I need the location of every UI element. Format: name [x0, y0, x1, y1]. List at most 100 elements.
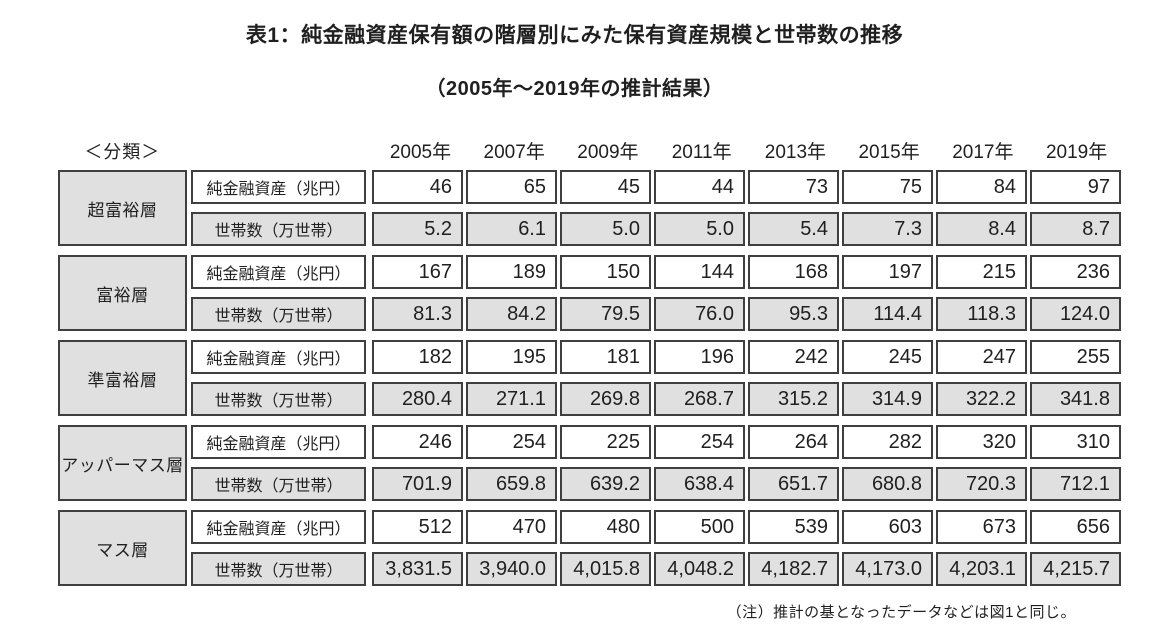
household-value-cell: 659.8 [466, 467, 557, 501]
household-value-cell: 76.0 [654, 297, 745, 331]
asset-value-cell: 282 [842, 425, 933, 459]
household-value-cell: 4,173.0 [842, 552, 933, 586]
asset-row: 純金融資産（兆円） 167 189 150 144 168 197 215 23… [191, 255, 1121, 289]
household-value-cell: 79.5 [560, 297, 651, 331]
household-row: 世帯数（万世帯） 3,831.5 3,940.0 4,015.8 4,048.2… [191, 552, 1121, 586]
household-value-cell: 4,215.7 [1030, 552, 1121, 586]
asset-value-cell: 197 [842, 255, 933, 289]
table-header-row: ＜分類＞ 2005年 2007年 2009年 2011年 2013年 2015年… [58, 138, 1122, 164]
household-value-cell: 4,182.7 [748, 552, 839, 586]
asset-value-cell: 84 [936, 170, 1027, 204]
tier-name-cell: 超富裕層 [58, 170, 187, 246]
asset-value-cell: 189 [466, 255, 557, 289]
household-row: 世帯数（万世帯） 81.3 84.2 79.5 76.0 95.3 114.4 … [191, 297, 1121, 331]
asset-value-cell: 46 [372, 170, 463, 204]
year-header-2017: 2017年 [952, 142, 1014, 163]
tier-name-cell: 富裕層 [58, 255, 187, 331]
asset-row-label: 純金融資産（兆円） [191, 340, 366, 374]
household-value-cell: 3,940.0 [466, 552, 557, 586]
household-row-label: 世帯数（万世帯） [191, 552, 366, 586]
household-value-cell: 84.2 [466, 297, 557, 331]
table-title: 表1：純金融資産保有額の階層別にみた保有資産規模と世帯数の推移 [245, 24, 904, 47]
asset-row: 純金融資産（兆円） 182 195 181 196 242 245 247 25… [191, 340, 1121, 374]
asset-row-label: 純金融資産（兆円） [191, 170, 366, 204]
asset-value-cell: 181 [560, 340, 651, 374]
household-value-cell: 5.4 [748, 212, 839, 246]
household-row: 世帯数（万世帯） 701.9 659.8 639.2 638.4 651.7 6… [191, 467, 1121, 501]
table-subtitle: （2005年〜2019年の推計結果） [425, 78, 724, 100]
household-value-cell: 81.3 [372, 297, 463, 331]
asset-value-cell: 144 [654, 255, 745, 289]
asset-value-cell: 195 [466, 340, 557, 374]
year-header-2015: 2015年 [858, 142, 920, 163]
asset-value-cell: 603 [842, 510, 933, 544]
asset-value-cell: 255 [1030, 340, 1121, 374]
asset-value-cell: 44 [654, 170, 745, 204]
household-value-cell: 268.7 [654, 382, 745, 416]
asset-value-cell: 75 [842, 170, 933, 204]
asset-value-cell: 264 [748, 425, 839, 459]
tier-rows: 純金融資産（兆円） 182 195 181 196 242 245 247 25… [191, 340, 1121, 416]
asset-value-cell: 167 [372, 255, 463, 289]
asset-value-cell: 196 [654, 340, 745, 374]
household-row-label: 世帯数（万世帯） [191, 467, 366, 501]
asset-value-cell: 225 [560, 425, 651, 459]
household-value-cell: 3,831.5 [372, 552, 463, 586]
household-value-cell: 7.3 [842, 212, 933, 246]
asset-row: 純金融資産（兆円） 46 65 45 44 73 75 84 97 [191, 170, 1121, 204]
tier-block-mass: マス層 純金融資産（兆円） 512 470 480 500 539 603 67… [58, 510, 1122, 586]
year-header-2011: 2011年 [671, 142, 732, 163]
year-header-2009: 2009年 [577, 142, 639, 163]
household-value-cell: 6.1 [466, 212, 557, 246]
year-header-2013: 2013年 [764, 142, 827, 163]
household-value-cell: 280.4 [372, 382, 463, 416]
asset-row: 純金融資産（兆円） 512 470 480 500 539 603 673 65… [191, 510, 1121, 544]
tier-block-semi-wealthy: 準富裕層 純金融資産（兆円） 182 195 181 196 242 245 2… [58, 340, 1122, 416]
year-header-2019: 2019年 [1045, 142, 1108, 163]
asset-value-cell: 45 [560, 170, 651, 204]
asset-value-cell: 470 [466, 510, 557, 544]
asset-value-cell: 168 [748, 255, 839, 289]
asset-value-cell: 236 [1030, 255, 1121, 289]
household-value-cell: 720.3 [936, 467, 1027, 501]
asset-value-cell: 246 [372, 425, 463, 459]
household-value-cell: 5.2 [372, 212, 463, 246]
asset-value-cell: 310 [1030, 425, 1121, 459]
tier-block-upper-mass: アッパーマス層 純金融資産（兆円） 246 254 225 254 264 28… [58, 425, 1122, 501]
asset-value-cell: 73 [748, 170, 839, 204]
household-row-label: 世帯数（万世帯） [191, 297, 366, 331]
household-value-cell: 5.0 [654, 212, 745, 246]
household-value-cell: 712.1 [1030, 467, 1121, 501]
asset-value-cell: 320 [936, 425, 1027, 459]
asset-value-cell: 97 [1030, 170, 1121, 204]
household-value-cell: 118.3 [936, 297, 1027, 331]
asset-value-cell: 254 [466, 425, 557, 459]
asset-value-cell: 65 [466, 170, 557, 204]
tier-rows: 純金融資産（兆円） 167 189 150 144 168 197 215 23… [191, 255, 1121, 331]
household-value-cell: 4,048.2 [654, 552, 745, 586]
household-row: 世帯数（万世帯） 5.2 6.1 5.0 5.0 5.4 7.3 8.4 8.7 [191, 212, 1121, 246]
tier-name-cell: 準富裕層 [58, 340, 187, 416]
category-header: ＜分類＞ [84, 142, 161, 162]
asset-value-cell: 215 [936, 255, 1027, 289]
household-value-cell: 680.8 [842, 467, 933, 501]
asset-value-cell: 182 [372, 340, 463, 374]
year-header-2007: 2007年 [483, 142, 545, 163]
data-table: ＜分類＞ 2005年 2007年 2009年 2011年 2013年 2015年… [58, 138, 1122, 586]
asset-row-label: 純金融資産（兆円） [191, 510, 366, 544]
household-row-label: 世帯数（万世帯） [191, 382, 366, 416]
footnote: （注）推計の基となったデータなどは図1と同じ。 [726, 604, 1076, 621]
household-value-cell: 322.2 [936, 382, 1027, 416]
household-value-cell: 271.1 [466, 382, 557, 416]
household-value-cell: 269.8 [560, 382, 651, 416]
tier-rows: 純金融資産（兆円） 46 65 45 44 73 75 84 97 世帯数（万世… [191, 170, 1121, 246]
household-value-cell: 8.7 [1030, 212, 1121, 246]
tier-rows: 純金融資産（兆円） 246 254 225 254 264 282 320 31… [191, 425, 1121, 501]
asset-row: 純金融資産（兆円） 246 254 225 254 264 282 320 31… [191, 425, 1121, 459]
asset-value-cell: 245 [842, 340, 933, 374]
household-row-label: 世帯数（万世帯） [191, 212, 366, 246]
asset-value-cell: 500 [654, 510, 745, 544]
tier-block-ultra-wealthy: 超富裕層 純金融資産（兆円） 46 65 45 44 73 75 84 97 世… [58, 170, 1122, 246]
household-value-cell: 651.7 [748, 467, 839, 501]
asset-value-cell: 673 [936, 510, 1027, 544]
